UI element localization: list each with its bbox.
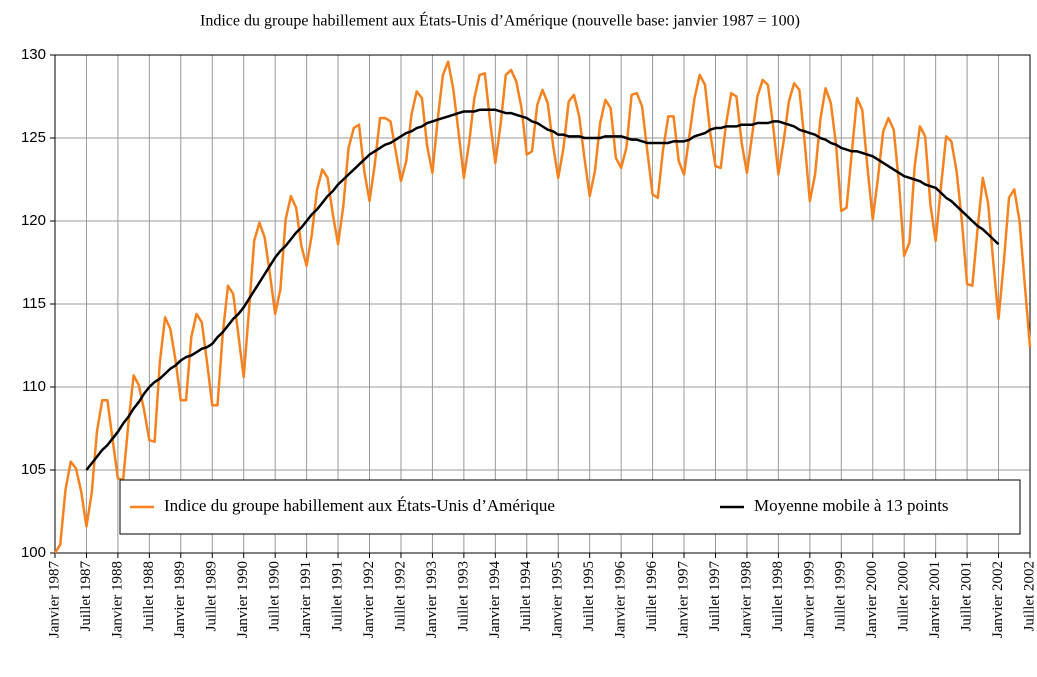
series-line [53, 60, 1032, 554]
x-tick-label: Janvier 1996 [613, 561, 629, 639]
legend-label: Moyenne mobile à 13 points [754, 496, 949, 515]
y-tick-label: 100 [21, 544, 46, 561]
x-tick-label: Janvier 1995 [550, 561, 566, 638]
x-tick-label: Juillet 2002 [1021, 561, 1037, 631]
x-tick-label: Juillet 1987 [78, 561, 94, 632]
x-tick-label: Juillet 1995 [581, 561, 597, 631]
y-tick-label: 125 [21, 129, 46, 146]
x-tick-label: Janvier 1994 [487, 561, 503, 639]
legend-box [119, 479, 1021, 535]
x-tick-label: Janvier 1993 [424, 561, 440, 638]
x-tick-label: Juillet 1998 [770, 561, 786, 631]
x-tick-label: Juillet 1992 [392, 561, 408, 631]
x-tick-label: Janvier 2002 [990, 561, 1006, 638]
y-tick-label: 130 [21, 46, 46, 63]
x-tick-label: Juillet 1989 [204, 561, 220, 631]
x-tick-label: Juillet 1993 [455, 561, 471, 631]
x-tick-label: Janvier 2001 [927, 561, 943, 638]
x-tick-label: Janvier 1997 [675, 561, 691, 639]
x-tick-label: Janvier 1998 [738, 561, 754, 638]
x-tick-label: Juillet 1996 [644, 561, 660, 632]
y-tick-label: 115 [22, 295, 46, 312]
series-line [85, 108, 1000, 471]
x-tick-label: Juillet 1994 [518, 561, 534, 632]
chart-title: Indice du groupe habillement aux États-U… [200, 11, 800, 30]
y-tick-label: 105 [21, 461, 46, 478]
x-tick-label: Juillet 2000 [896, 561, 912, 631]
x-tick-label: Janvier 1988 [109, 561, 125, 638]
x-tick-label: Juillet 1990 [267, 561, 283, 631]
x-tick-label: Juillet 1999 [833, 561, 849, 631]
x-tick-label: Juillet 1997 [707, 561, 723, 632]
x-tick-label: Janvier 1990 [235, 561, 251, 638]
x-tick-label: Janvier 1992 [361, 561, 377, 638]
x-tick-label: Juillet 1988 [141, 561, 157, 631]
x-tick-label: Janvier 1991 [298, 561, 314, 638]
legend-label: Indice du groupe habillement aux États-U… [164, 496, 555, 515]
x-tick-label: Janvier 1999 [801, 561, 817, 638]
y-tick-label: 110 [22, 378, 46, 395]
x-tick-label: Janvier 1989 [172, 561, 188, 638]
x-tick-label: Janvier 2000 [864, 561, 880, 638]
x-tick-label: Juillet 1991 [330, 561, 346, 631]
x-tick-label: Juillet 2001 [959, 561, 975, 631]
y-tick-label: 120 [21, 212, 46, 229]
plot-frame [54, 54, 1031, 554]
x-tick-label: Janvier 1987 [46, 561, 62, 639]
